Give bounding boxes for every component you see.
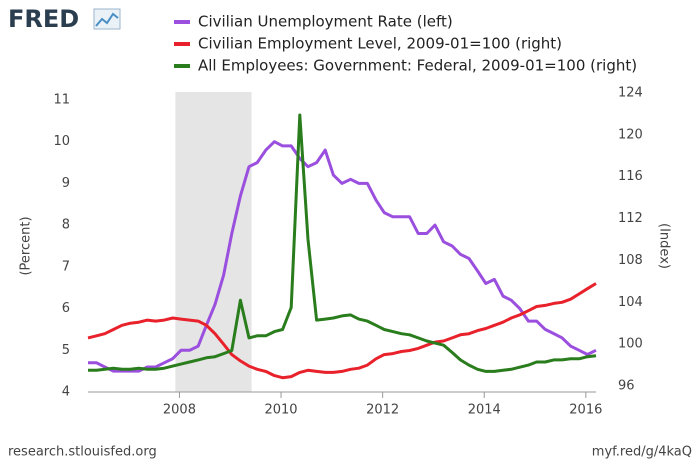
- y-tick-label: 5: [62, 343, 70, 358]
- y2-tick-label: 104: [618, 295, 643, 310]
- y2-tick-label: 112: [618, 211, 643, 226]
- y-tick-label: 11: [53, 93, 70, 108]
- y2-tick-label: 108: [618, 253, 643, 268]
- y2-tick-label: 120: [618, 127, 643, 142]
- legend-label: All Employees: Government: Federal, 2009…: [198, 57, 637, 75]
- x-tick-label: 2012: [366, 403, 399, 418]
- y-tick-label: 6: [62, 301, 70, 316]
- y-tick-label: 7: [62, 259, 70, 274]
- y2-tick-label: 100: [618, 337, 643, 352]
- recession-band: [175, 92, 252, 392]
- x-tick-label: 2008: [163, 403, 196, 418]
- x-tick-label: 2016: [569, 403, 602, 418]
- series-line: [88, 113, 597, 373]
- y2-tick-label: 124: [618, 85, 643, 100]
- y2-tick-label: 96: [618, 379, 635, 394]
- series-line: [87, 282, 597, 380]
- x-tick-label: 2010: [264, 403, 297, 418]
- y-tick-label: 4: [62, 385, 70, 400]
- y2-axis-label: (Index): [657, 223, 672, 269]
- logo: FRED: [8, 5, 79, 33]
- y-tick-label: 10: [53, 134, 70, 149]
- y-axis-label: (Percent): [19, 216, 34, 275]
- legend-label: Civilian Unemployment Rate (left): [198, 13, 453, 31]
- x-tick-label: 2014: [468, 403, 501, 418]
- series-line: [88, 140, 597, 373]
- y-tick-label: 8: [62, 218, 70, 233]
- y-tick-label: 9: [62, 176, 70, 191]
- legend-label: Civilian Employment Level, 2009-01=100 (…: [198, 35, 562, 53]
- logo-icon: [93, 8, 121, 30]
- source: research.stlouisfed.org: [8, 445, 157, 460]
- y2-tick-label: 116: [618, 169, 643, 184]
- short-url: myf.red/g/4kaQ: [592, 445, 692, 460]
